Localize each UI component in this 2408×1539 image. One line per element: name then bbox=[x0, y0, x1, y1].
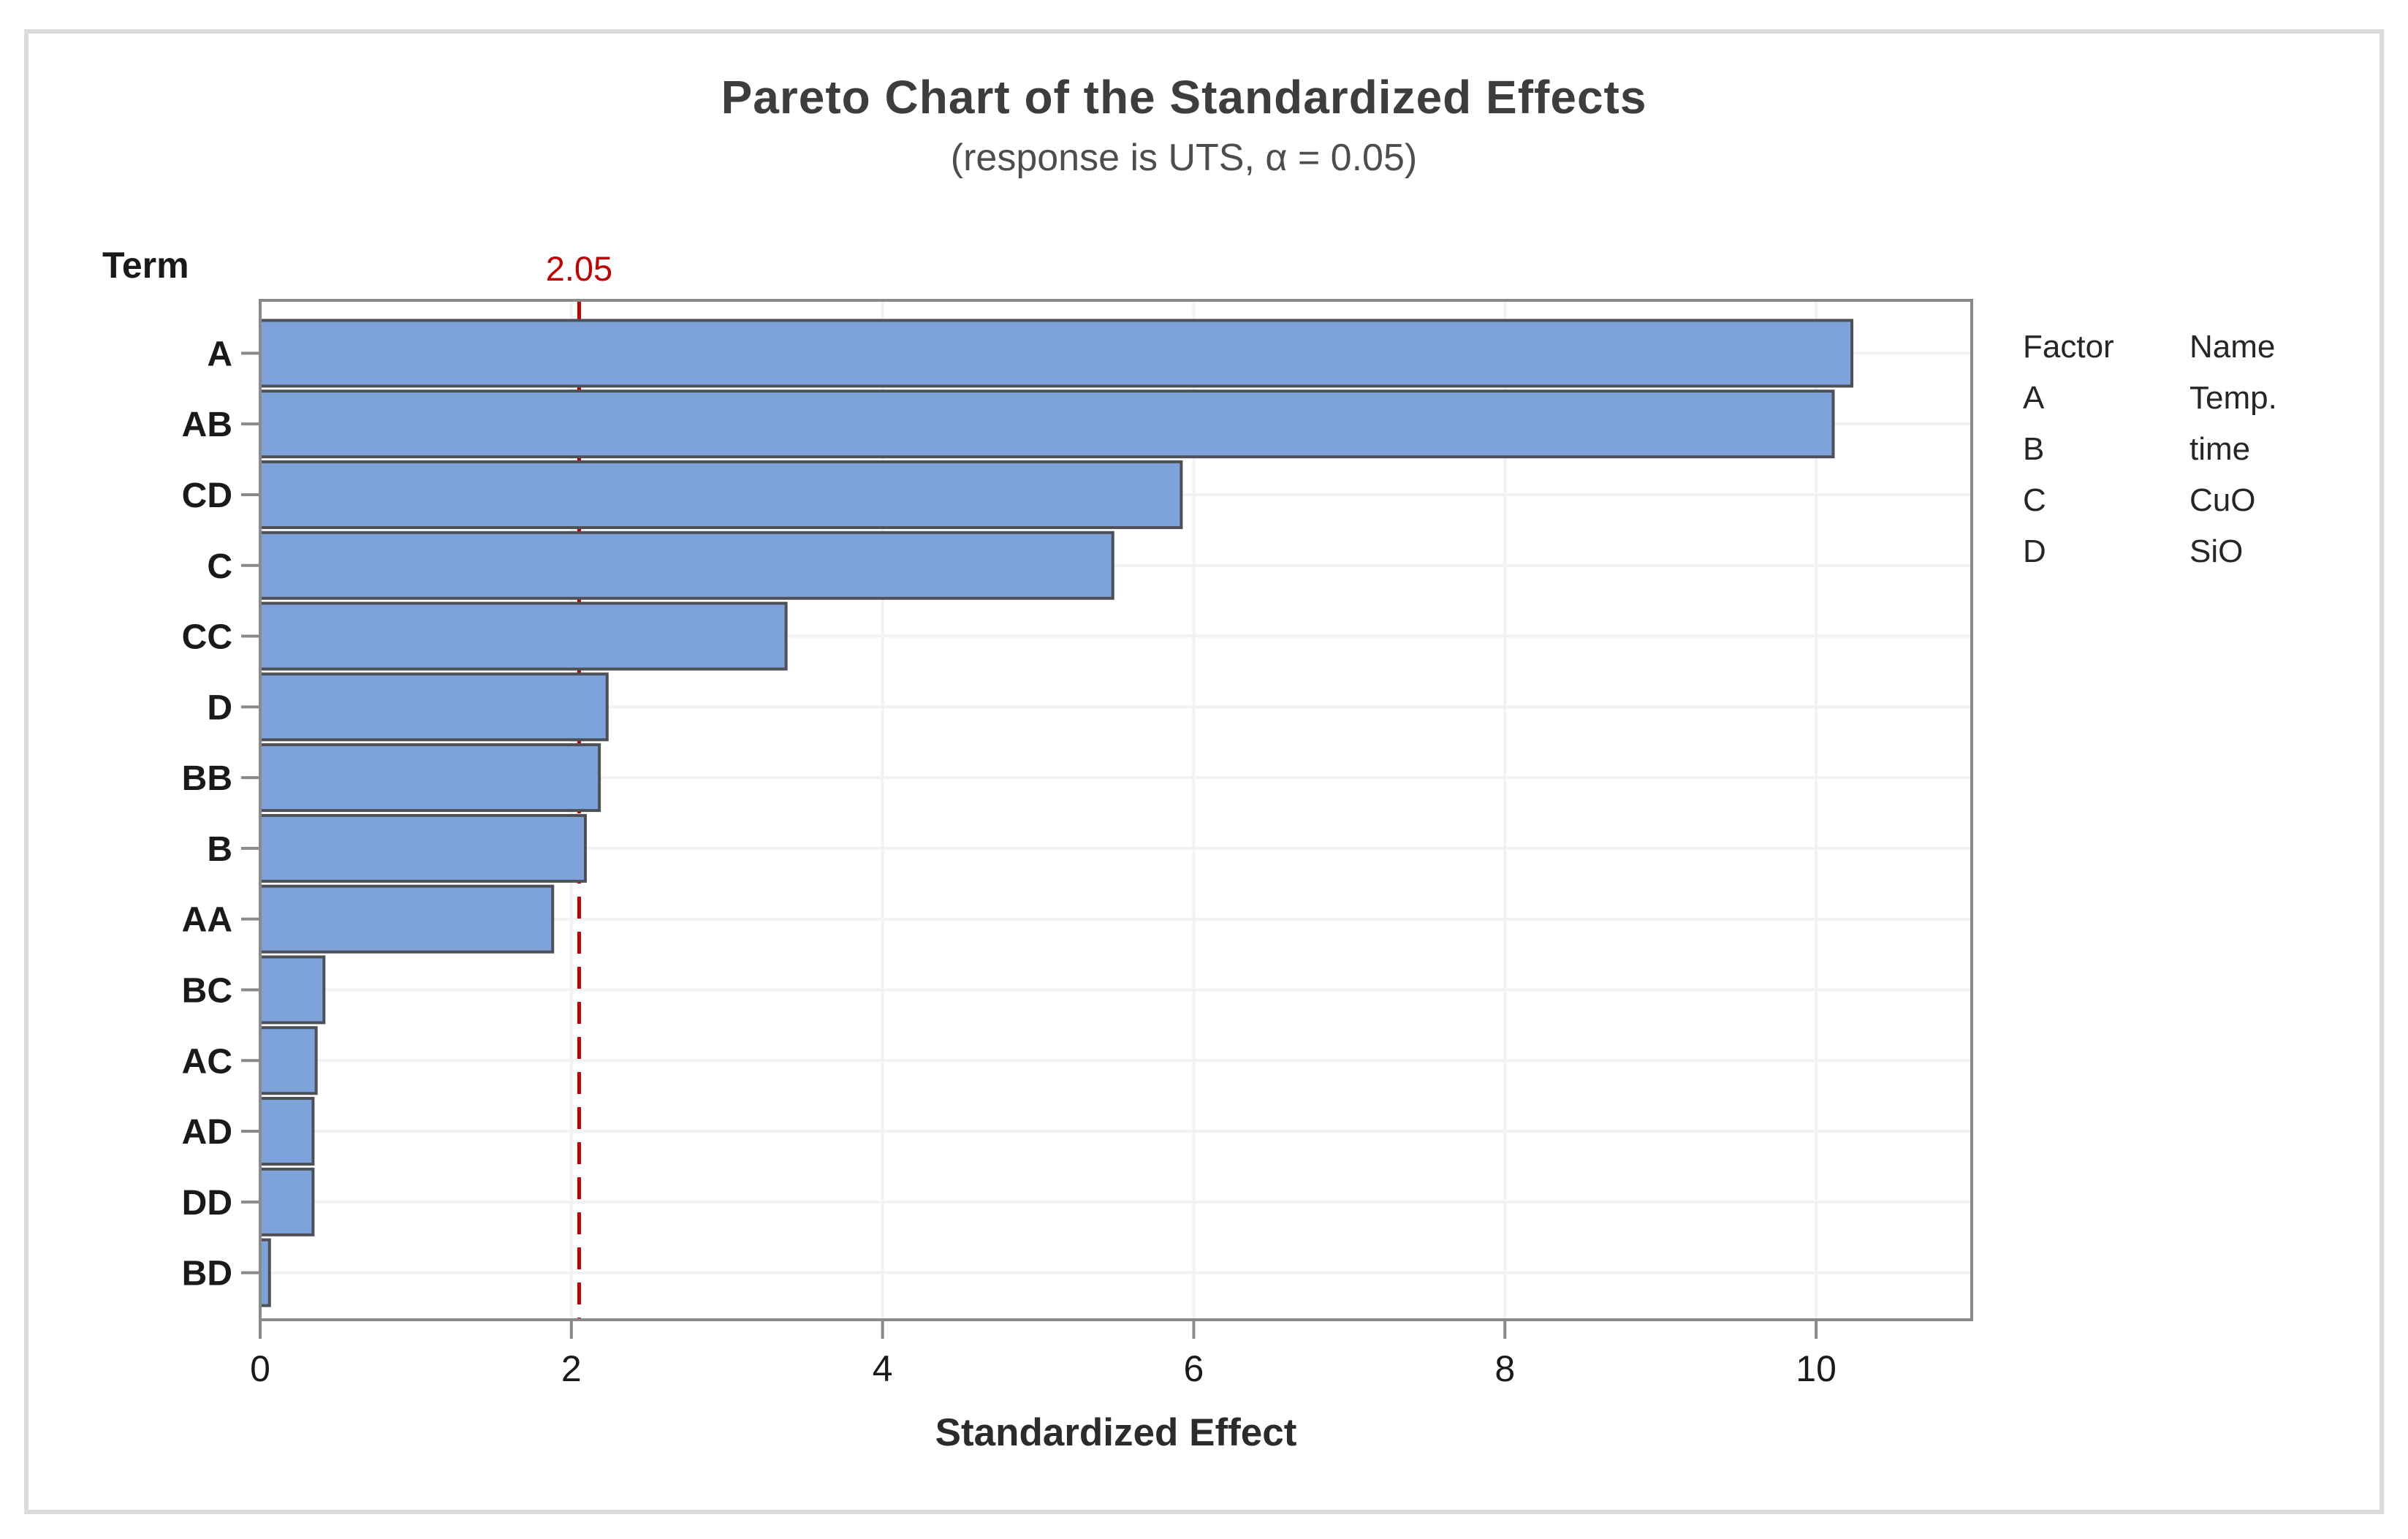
x-tick-label-0: 0 bbox=[250, 1348, 270, 1389]
legend-row-c: C CuO bbox=[2023, 475, 2277, 526]
x-tick-label-10: 10 bbox=[1796, 1348, 1837, 1389]
y-tick-label-BC: BC bbox=[182, 971, 232, 1010]
y-tick-label-BD: BD bbox=[182, 1255, 232, 1293]
y-axis-title: Term bbox=[102, 245, 189, 286]
bar-CD bbox=[259, 460, 1183, 529]
legend-row-a: A Temp. bbox=[2023, 373, 2277, 424]
legend-factor-label: C bbox=[2023, 482, 2046, 518]
chart-title: Pareto Chart of the Standardized Effects bbox=[721, 71, 1647, 123]
bar-B bbox=[259, 813, 587, 883]
bar-D bbox=[259, 672, 609, 742]
x-axis-title: Standardized Effect bbox=[935, 1411, 1297, 1454]
chart-subtitle: (response is UTS, α = 0.05) bbox=[950, 137, 1418, 179]
bar-BB bbox=[259, 743, 601, 813]
y-tick-label-AC: AC bbox=[182, 1042, 232, 1081]
legend-name-label: time bbox=[2189, 431, 2251, 467]
y-tick-label-AB: AB bbox=[182, 406, 232, 444]
y-tick-label-CC: CC bbox=[182, 618, 232, 657]
bar-C bbox=[259, 531, 1114, 600]
legend-name-label: Temp. bbox=[2189, 380, 2277, 416]
y-tick-label-DD: DD bbox=[182, 1184, 232, 1223]
x-tick-label-2: 2 bbox=[561, 1348, 582, 1389]
factor-legend: Factor Name A Temp. B time C CuO D SiO bbox=[2023, 322, 2277, 577]
x-tick-label-8: 8 bbox=[1494, 1348, 1515, 1389]
y-tick-label-A: A bbox=[207, 335, 232, 373]
legend-row-b: B time bbox=[2023, 424, 2277, 475]
y-tick-label-BB: BB bbox=[182, 759, 232, 798]
bar-BC bbox=[259, 955, 326, 1025]
bar-CC bbox=[259, 601, 788, 671]
legend-name-label: SiO bbox=[2189, 533, 2244, 569]
legend-factor-header: Factor bbox=[2023, 329, 2114, 365]
legend-factor-label: D bbox=[2023, 533, 2046, 569]
x-tick-label-4: 4 bbox=[873, 1348, 893, 1389]
y-tick-label-CD: CD bbox=[182, 476, 232, 515]
legend-name-label: CuO bbox=[2189, 482, 2256, 518]
y-tick-label-D: D bbox=[207, 688, 232, 727]
legend-factor-label: A bbox=[2023, 380, 2045, 416]
bar-AD bbox=[259, 1097, 315, 1166]
reference-line-label: 2.05 bbox=[545, 249, 613, 288]
legend-row-d: D SiO bbox=[2023, 526, 2277, 577]
x-tick-label-6: 6 bbox=[1184, 1348, 1204, 1389]
y-tick-label-AA: AA bbox=[182, 901, 232, 940]
y-tick-label-AD: AD bbox=[182, 1113, 232, 1152]
bar-AA bbox=[259, 884, 555, 954]
bar-A bbox=[259, 319, 1854, 388]
y-tick-label-C: C bbox=[207, 547, 232, 586]
plot-frame bbox=[259, 299, 1973, 1321]
legend-header-row: Factor Name bbox=[2023, 322, 2277, 373]
bar-AC bbox=[259, 1026, 318, 1095]
bar-AB bbox=[259, 390, 1835, 459]
legend-name-header: Name bbox=[2189, 329, 2276, 365]
y-tick-label-B: B bbox=[207, 830, 232, 869]
legend-factor-label: B bbox=[2023, 431, 2045, 467]
bar-DD bbox=[259, 1167, 315, 1236]
